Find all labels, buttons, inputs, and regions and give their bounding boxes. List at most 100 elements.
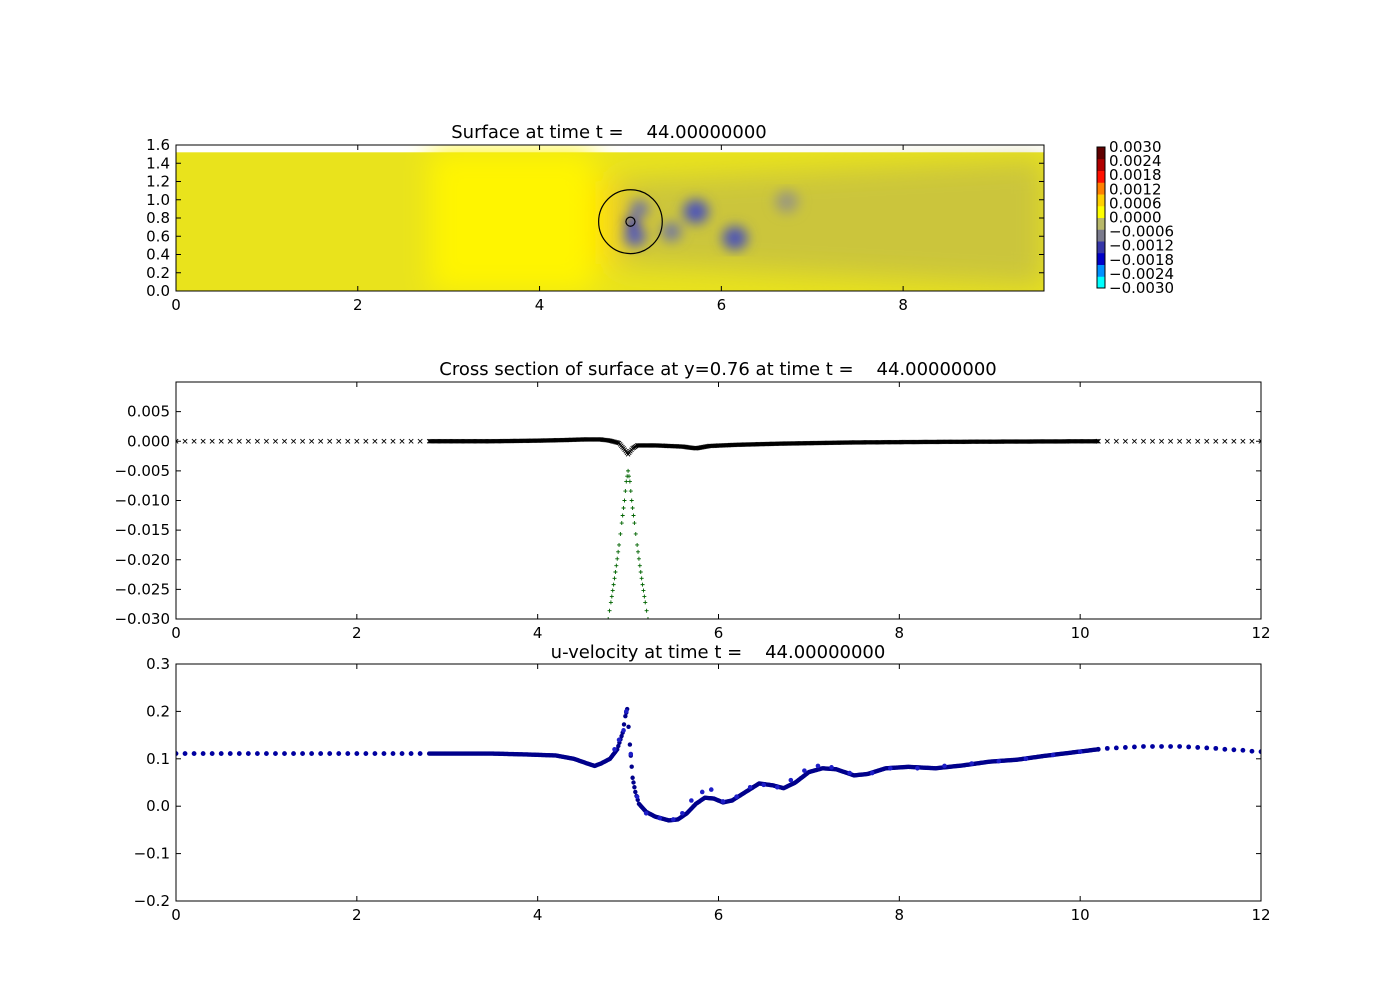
- u-point: [390, 751, 396, 756]
- x-marker: [1168, 438, 1174, 444]
- plus-marker: [608, 600, 613, 605]
- u-point-overlay: [616, 737, 622, 743]
- x-marker: [1095, 438, 1101, 444]
- u-point-overlay: [623, 709, 629, 714]
- x-marker: [300, 438, 306, 444]
- x-marker: [200, 438, 206, 444]
- x-tick-label: 12: [1251, 624, 1270, 642]
- plus-marker: [628, 489, 633, 494]
- x-marker: [182, 438, 188, 444]
- plus-marker: [613, 569, 618, 574]
- u-point-overlay: [829, 765, 834, 770]
- x-marker: [1140, 438, 1146, 444]
- plus-marker: [629, 498, 634, 503]
- u-point: [291, 751, 296, 756]
- u-point-overlay: [774, 784, 780, 790]
- colorbar-tick-label: −0.0018: [1109, 251, 1174, 269]
- plus-marker: [623, 489, 628, 494]
- x-marker: [309, 438, 315, 444]
- plus-marker: [624, 479, 629, 484]
- u-point: [627, 742, 633, 747]
- plus-marker: [644, 608, 649, 613]
- x-marker: [1222, 438, 1228, 444]
- u-point-overlay: [734, 794, 739, 800]
- plus-marker: [643, 600, 648, 605]
- x-tick-label: 2: [352, 624, 362, 642]
- u-point-overlay: [1023, 756, 1029, 762]
- x-marker: [1231, 438, 1237, 444]
- u-point-overlay: [699, 789, 705, 795]
- u-point: [1113, 745, 1119, 751]
- y-tick-label: 1.0: [146, 191, 170, 209]
- colorbar-tick-label: 0.0000: [1109, 209, 1162, 227]
- x-marker: [1195, 438, 1201, 444]
- plus-marker: [622, 498, 627, 503]
- y-tick-label: 0.3: [146, 655, 170, 673]
- y-tick-label: −0.025: [114, 580, 170, 598]
- u-point-overlay: [643, 811, 649, 816]
- u-point-overlay: [869, 770, 875, 776]
- plus-marker: [618, 531, 623, 536]
- u-point: [1122, 745, 1128, 750]
- u-point-overlay: [634, 794, 640, 800]
- x-marker: [291, 438, 297, 444]
- u-point: [254, 751, 260, 756]
- x-marker: [281, 438, 288, 444]
- x-tick-label: 0: [171, 906, 181, 924]
- x-marker: [354, 438, 360, 444]
- u-point-overlay: [887, 765, 893, 771]
- plus-marker: [638, 569, 643, 574]
- u-point: [372, 751, 378, 756]
- u-point-overlay: [670, 817, 676, 822]
- plus-marker: [627, 479, 632, 484]
- u-point: [1141, 744, 1146, 749]
- vortex: [774, 190, 799, 213]
- colorbar-segment: [1097, 158, 1105, 171]
- x-marker: [372, 438, 378, 444]
- plus-marker: [640, 582, 645, 587]
- u-point-overlay: [761, 782, 767, 788]
- plus-marker: [607, 608, 612, 613]
- u-point: [200, 751, 206, 756]
- vortex: [630, 200, 649, 218]
- x-marker: [363, 438, 369, 444]
- y-tick-label: −0.010: [114, 492, 170, 510]
- u-point: [629, 764, 634, 769]
- u-point: [345, 751, 351, 756]
- cross-section-data: [176, 437, 1261, 619]
- u-point: [236, 751, 242, 756]
- y-tick-label: 1.2: [146, 173, 170, 191]
- u-point: [399, 751, 405, 756]
- colorbar-tick-label: −0.0024: [1109, 265, 1174, 283]
- u-point-overlay: [680, 811, 685, 816]
- y-tick-label: −0.015: [114, 521, 170, 539]
- x-marker: [1204, 438, 1210, 444]
- vortices: [624, 190, 799, 251]
- y-tick-label: 0.0: [146, 282, 170, 300]
- u-point-overlay: [720, 799, 726, 804]
- u-point: [1177, 744, 1183, 749]
- y-tick-label: 1.4: [146, 154, 170, 172]
- colorbar-segment: [1097, 205, 1105, 218]
- colorbar-segment: [1097, 182, 1105, 195]
- cylinder-circle: [598, 189, 663, 255]
- plus-marker: [611, 582, 616, 587]
- u-point: [1195, 745, 1201, 750]
- plus-marker: [606, 617, 611, 619]
- x-marker: [381, 438, 387, 444]
- x-marker: [1249, 438, 1255, 444]
- x-marker: [336, 438, 342, 444]
- u-point: [623, 713, 628, 719]
- x-marker: [209, 438, 215, 444]
- y-tick-label: 0.000: [127, 432, 170, 450]
- plus-marker: [626, 468, 631, 473]
- u-point: [1150, 744, 1155, 749]
- x-marker: [318, 438, 324, 444]
- x-tick-label: 8: [895, 906, 905, 924]
- y-tick-label: 0.4: [146, 246, 170, 264]
- colorbar-tick-label: −0.0030: [1109, 279, 1174, 297]
- u-point: [1258, 749, 1261, 755]
- u-point-overlay: [815, 763, 821, 769]
- u-point-overlay: [689, 798, 694, 803]
- u-point-overlay: [621, 728, 626, 733]
